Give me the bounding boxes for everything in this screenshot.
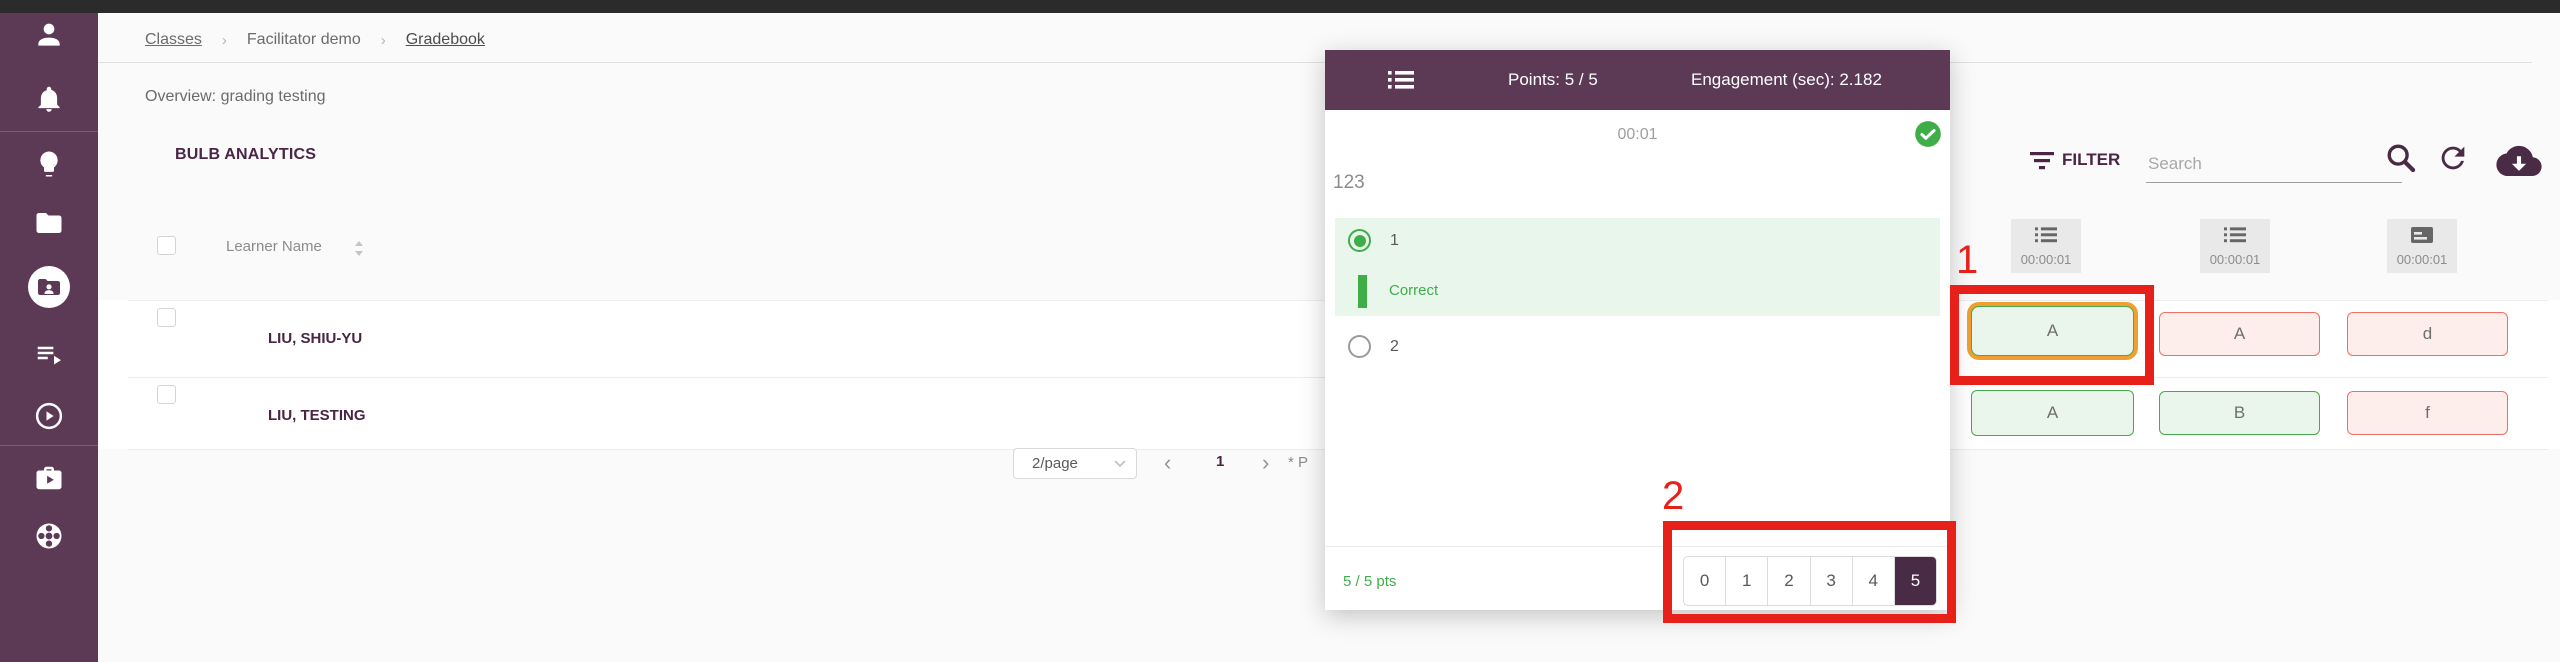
chevron-down-icon xyxy=(1114,455,1126,472)
sidebar-item-resources[interactable] xyxy=(0,463,98,498)
folder-account-icon xyxy=(27,265,71,314)
pagination-note: * P xyxy=(1288,454,1309,471)
lightbulb-icon xyxy=(34,149,64,184)
search-icon[interactable] xyxy=(2384,141,2418,180)
annotation-box-2 xyxy=(1663,521,1956,623)
folder-icon xyxy=(34,208,64,243)
question-column-header-1[interactable]: 00:00:01 xyxy=(2011,219,2081,273)
person-icon xyxy=(33,19,65,56)
row-checkbox[interactable] xyxy=(157,385,176,404)
section-title: BULB ANALYTICS xyxy=(175,146,317,163)
question-timer: 00:01 xyxy=(1617,126,1658,143)
search-input[interactable] xyxy=(2146,146,2402,183)
option-label: 1 xyxy=(1390,232,1399,249)
grade-button[interactable]: A xyxy=(2159,312,2320,356)
answer-option-correct[interactable]: 1 Correct xyxy=(1335,218,1940,316)
row-checkbox[interactable] xyxy=(157,308,176,327)
radio-selected-icon[interactable] xyxy=(1348,229,1371,252)
playlist-play-icon xyxy=(34,338,64,373)
popup-footer: 5 / 5 pts 0 1 2 3 4 5 xyxy=(1325,546,1950,610)
breadcrumb: Classes › Facilitator demo › Gradebook xyxy=(145,31,485,49)
score-button-4[interactable]: 4 xyxy=(1851,557,1894,605)
sort-caret-icon[interactable] xyxy=(352,240,366,262)
annotation-label-2: 2 xyxy=(1662,474,1685,518)
correct-indicator-bar xyxy=(1358,275,1367,308)
list-icon xyxy=(2035,226,2057,249)
sidebar-item-insights[interactable] xyxy=(0,149,98,184)
breadcrumb-classes[interactable]: Classes xyxy=(145,31,202,48)
question-time: 00:00:01 xyxy=(2020,251,2072,267)
score-button-5-selected[interactable]: 5 xyxy=(1893,557,1936,605)
current-page-number[interactable]: 1 xyxy=(1216,453,1225,470)
header-divider xyxy=(98,62,2532,63)
sidebar-item-reels[interactable] xyxy=(0,521,98,556)
prev-page-button[interactable]: ‹ xyxy=(1164,450,1172,475)
next-page-button[interactable]: › xyxy=(1262,450,1270,475)
annotation-box-1 xyxy=(1950,285,2154,385)
sidebar-divider xyxy=(0,131,98,132)
sidebar-item-files[interactable] xyxy=(0,208,98,243)
score-button-3[interactable]: 3 xyxy=(1809,557,1852,605)
learner-name-column-header[interactable]: Learner Name xyxy=(226,238,322,255)
learner-name-link[interactable]: LIU, SHIU-YU xyxy=(268,330,363,347)
cloud-download-icon[interactable] xyxy=(2496,144,2542,181)
sidebar-item-notifications[interactable] xyxy=(0,84,98,119)
filter-button[interactable]: FILTER xyxy=(2062,150,2121,169)
breadcrumb-gradebook[interactable]: Gradebook xyxy=(405,31,485,48)
score-button-0[interactable]: 0 xyxy=(1699,571,1710,590)
list-icon[interactable] xyxy=(1388,69,1414,96)
sidebar-item-media[interactable] xyxy=(0,401,98,436)
filter-icon[interactable] xyxy=(2029,151,2055,176)
popup-engagement: Engagement (sec): 2.182 xyxy=(1691,70,1882,89)
sidebar-divider xyxy=(0,445,98,446)
sidebar-item-playlist[interactable] xyxy=(0,338,98,373)
chevron-right-icon: › xyxy=(221,31,227,49)
overview-label: Overview: grading testing xyxy=(145,88,326,105)
card-text-icon xyxy=(2410,226,2434,249)
select-all-checkbox[interactable] xyxy=(157,236,176,255)
popup-header: Points: 5 / 5 Engagement (sec): 2.182 xyxy=(1325,50,1950,110)
chevron-right-icon: › xyxy=(380,31,386,49)
score-button-1[interactable]: 1 xyxy=(1725,557,1767,605)
answer-option[interactable]: 2 xyxy=(1335,326,1940,376)
question-time: 00:00:01 xyxy=(2396,251,2448,267)
page-size-value: 2/page xyxy=(1032,455,1078,472)
sidebar-nav xyxy=(0,0,98,662)
correct-label: Correct xyxy=(1389,282,1439,299)
briefcase-play-icon xyxy=(34,463,64,498)
question-column-header-3[interactable]: 00:00:01 xyxy=(2387,219,2457,273)
film-reel-icon xyxy=(34,521,64,556)
grade-button[interactable]: d xyxy=(2347,312,2508,356)
sidebar-item-classes-active[interactable] xyxy=(0,265,98,314)
points-summary: 5 / 5 pts xyxy=(1343,573,1397,590)
sidebar-item-profile[interactable] xyxy=(0,19,98,56)
grade-button-highlighted[interactable]: A xyxy=(1971,306,2134,356)
score-button-group: 0 1 2 3 4 5 xyxy=(1683,556,1937,606)
page-size-select[interactable]: 2/page xyxy=(1013,448,1137,479)
breadcrumb-facilitator-demo[interactable]: Facilitator demo xyxy=(246,31,361,48)
option-label: 2 xyxy=(1390,338,1399,355)
learner-name-link[interactable]: LIU, TESTING xyxy=(268,407,366,424)
grade-button[interactable]: B xyxy=(2159,391,2320,435)
question-column-header-2[interactable]: 00:00:01 xyxy=(2200,219,2270,273)
list-icon xyxy=(2224,226,2246,249)
play-circle-icon xyxy=(34,401,64,436)
question-time: 00:00:01 xyxy=(2209,251,2261,267)
refresh-icon[interactable] xyxy=(2436,141,2470,180)
learner-name-label: Learner Name xyxy=(226,238,322,255)
radio-unselected-icon[interactable] xyxy=(1348,335,1371,358)
popup-points: Points: 5 / 5 xyxy=(1508,70,1598,89)
annotation-label-1: 1 xyxy=(1956,238,1979,282)
grade-button[interactable]: f xyxy=(2347,391,2508,435)
question-title: 123 xyxy=(1333,172,1365,193)
question-detail-popup: Points: 5 / 5 Engagement (sec): 2.182 00… xyxy=(1325,50,1950,610)
top-window-bar xyxy=(0,0,2560,13)
grade-button[interactable]: A xyxy=(1971,390,2134,436)
bell-icon xyxy=(34,84,64,119)
score-button-2[interactable]: 2 xyxy=(1767,557,1809,605)
check-circle-icon xyxy=(1914,120,1942,153)
